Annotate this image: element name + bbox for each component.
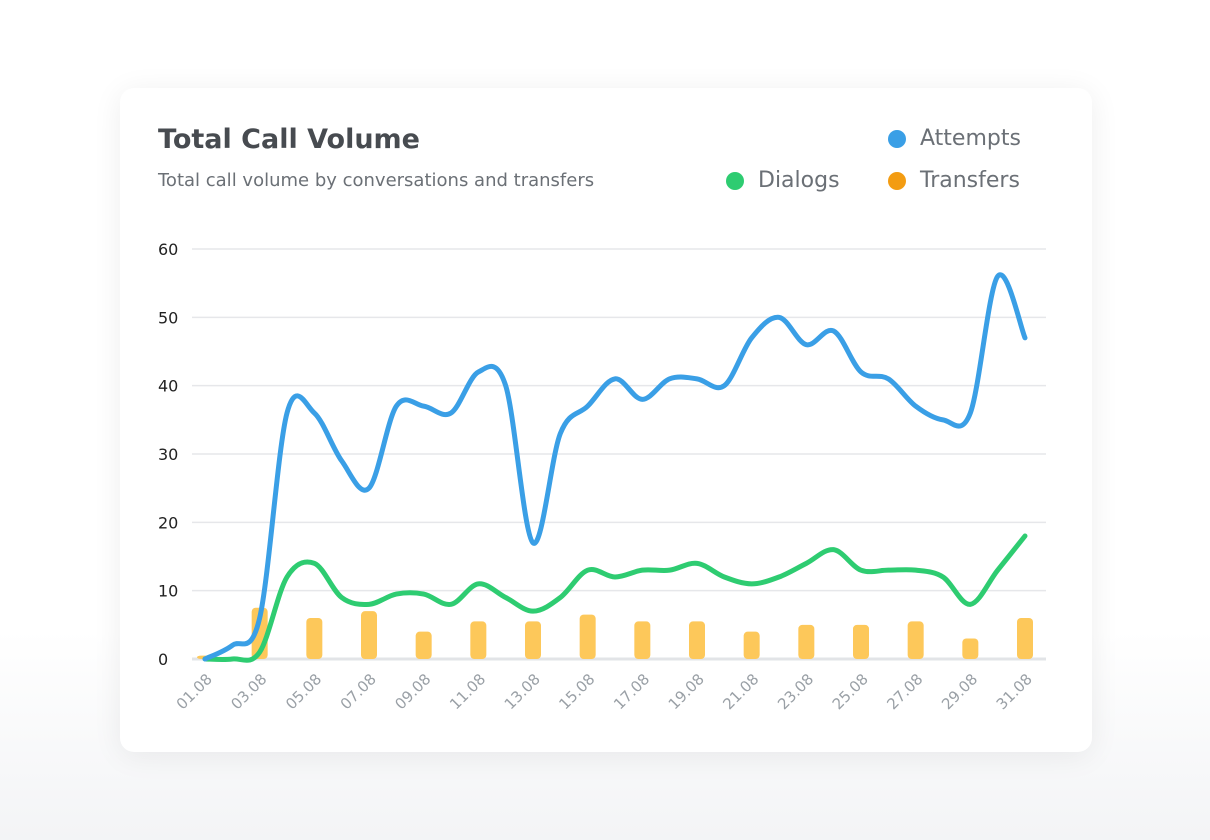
attempts-line — [202, 272, 1028, 662]
x-tick-label: 23.08 — [774, 670, 817, 713]
x-tick-label: 21.08 — [719, 670, 762, 713]
legend-transfers-dot-icon — [888, 171, 906, 190]
x-tick-label: 31.08 — [993, 670, 1036, 713]
transfers-bar — [415, 631, 432, 659]
x-tick-label: 13.08 — [501, 670, 544, 713]
chart-subtitle: Total call volume by conversations and t… — [158, 170, 595, 191]
x-tick-label: 25.08 — [829, 670, 872, 713]
dialogs-line — [202, 533, 1028, 663]
y-tick-label: 40 — [158, 377, 178, 396]
legend-attempts-dot-icon — [888, 129, 906, 148]
transfers-bar — [470, 621, 487, 659]
y-tick-label: 50 — [158, 308, 178, 327]
y-tick-label: 10 — [158, 582, 178, 601]
legend-label: Attempts — [920, 126, 1021, 151]
x-tick-label: 09.08 — [391, 670, 434, 713]
x-tick-label: 05.08 — [282, 670, 325, 713]
y-tick-label: 20 — [158, 513, 178, 532]
legend-dialogs-dot-icon — [726, 171, 744, 190]
legend-transfers[interactable]: Transfers — [888, 168, 1020, 193]
transfers-bar — [361, 611, 377, 659]
legend-dialogs[interactable]: Dialogs — [726, 168, 840, 193]
transfers-bar — [962, 638, 979, 659]
x-tick-label: 03.08 — [227, 670, 270, 713]
transfers-bar — [743, 631, 760, 659]
transfers-bar — [634, 621, 651, 659]
x-tick-label: 07.08 — [337, 670, 380, 713]
legend-label: Transfers — [920, 168, 1020, 193]
legend-label: Dialogs — [758, 168, 840, 193]
transfers-bar — [907, 621, 924, 659]
y-tick-label: 0 — [158, 650, 168, 669]
transfers-bar — [798, 624, 815, 659]
chart-card: Total Call Volume Total call volume by c… — [120, 88, 1092, 752]
transfers-bar — [1017, 618, 1033, 659]
x-tick-label: 01.08 — [173, 670, 216, 713]
x-tick-label: 15.08 — [555, 670, 598, 713]
transfers-bar — [853, 624, 869, 659]
x-tick-label: 17.08 — [610, 670, 653, 713]
chart-title: Total Call Volume — [158, 124, 420, 155]
x-tick-label: 29.08 — [938, 670, 981, 713]
legend-attempts[interactable]: Attempts — [888, 126, 1021, 151]
y-tick-label: 60 — [158, 240, 178, 259]
transfers-bar — [306, 618, 323, 659]
transfers-bar — [689, 621, 705, 659]
x-tick-label: 27.08 — [883, 670, 926, 713]
x-tick-label: 11.08 — [446, 670, 489, 713]
x-tick-label: 19.08 — [665, 670, 708, 713]
y-tick-label: 30 — [158, 445, 178, 464]
transfers-bar — [525, 621, 541, 659]
transfers-bar — [579, 614, 596, 659]
